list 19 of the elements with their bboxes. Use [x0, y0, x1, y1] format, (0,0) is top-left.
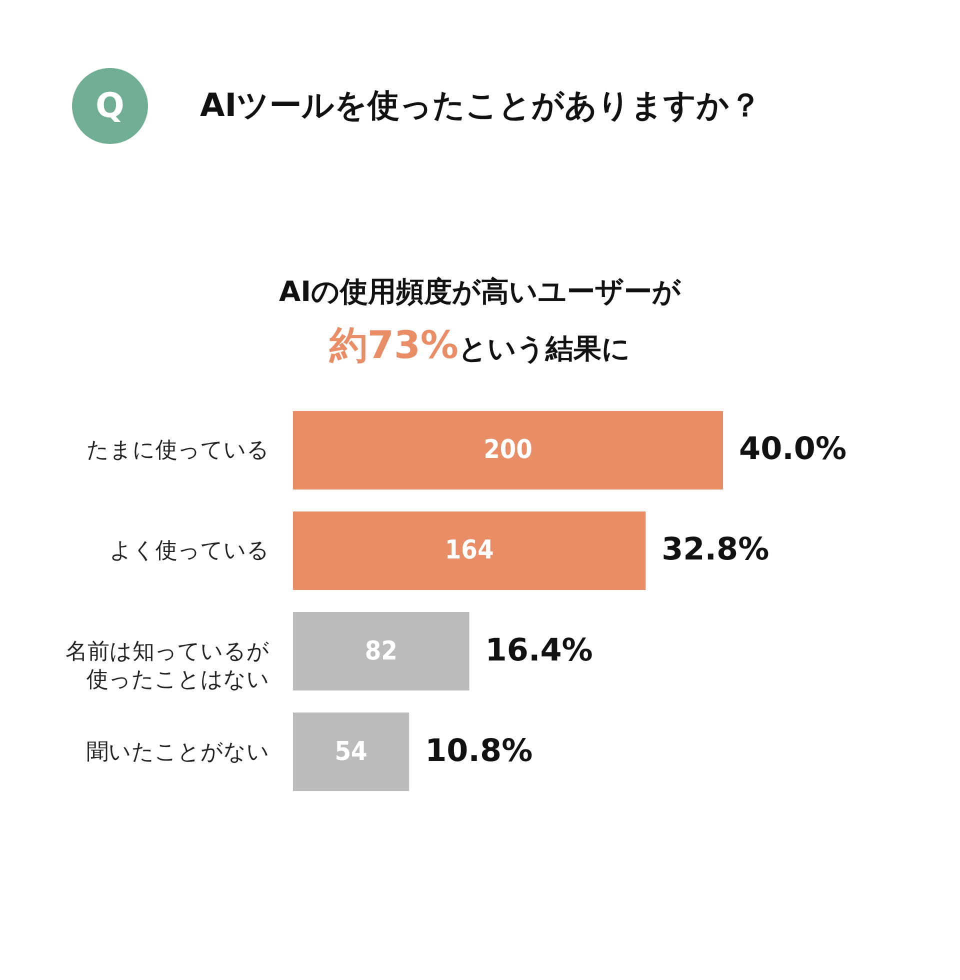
annotation: 40.0% [739, 430, 847, 467]
y-tick-label: 名前は知っているが使ったことはない [66, 638, 270, 692]
annotation: 16.4% [485, 632, 593, 668]
y-tick-label: 聞いたことがない [86, 739, 270, 764]
bar [293, 410, 723, 490]
y-tick-label: たまに使っている [86, 438, 270, 463]
annotation: 32.8% [662, 531, 770, 568]
data-label: 200 [484, 434, 532, 465]
circle-icon: Q [72, 68, 148, 144]
y-tick-label: よく使っている [110, 538, 270, 564]
data-label: 54 [334, 736, 368, 766]
chart-title: AIツールを使ったことがありますか？ [200, 85, 762, 126]
data-label: 164 [444, 535, 494, 566]
bar [293, 612, 470, 690]
bar [293, 511, 646, 590]
annotation: 10.8% [425, 732, 533, 768]
data-label: 82 [364, 636, 398, 666]
bar [293, 712, 410, 791]
chart-subtitle: AIの使用頻度が高いユーザーが約73%という結果に [278, 274, 682, 369]
